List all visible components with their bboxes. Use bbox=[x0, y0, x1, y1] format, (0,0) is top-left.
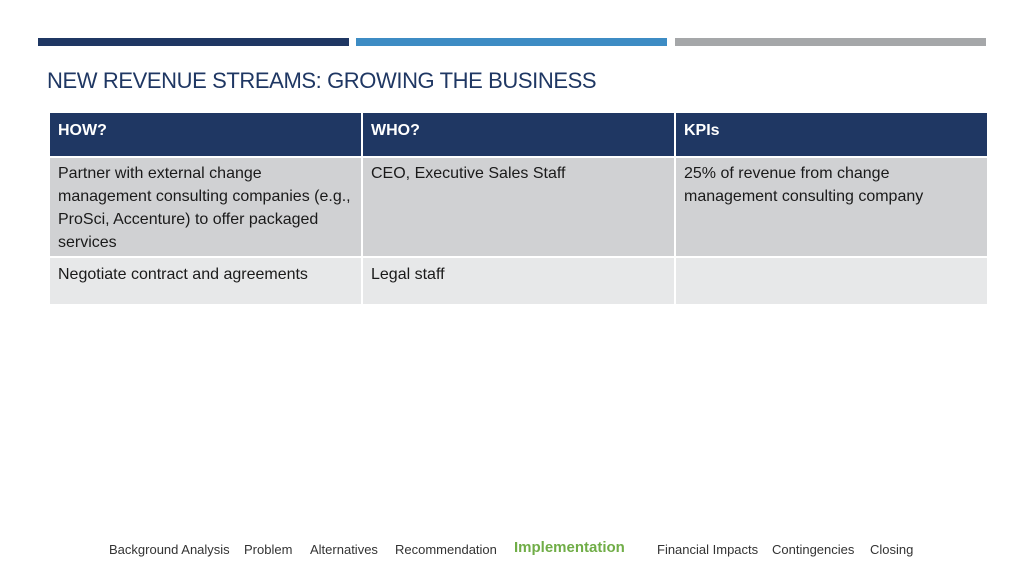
table-header-row: HOW? WHO? KPIs bbox=[48, 111, 989, 158]
nav-closing[interactable]: Closing bbox=[870, 542, 914, 557]
nav-contingencies[interactable]: Contingencies bbox=[772, 542, 855, 557]
nav-implementation[interactable]: Implementation bbox=[514, 539, 625, 556]
nav-background-analysis[interactable]: Background Analysis bbox=[109, 542, 230, 557]
nav-recommendation[interactable]: Recommendation bbox=[395, 542, 497, 557]
cell-how: Negotiate contract and agreements bbox=[48, 256, 363, 306]
cell-how: Partner with external change management … bbox=[48, 156, 363, 258]
nav-alternatives[interactable]: Alternatives bbox=[310, 542, 378, 557]
section-nav: Background Analysis Problem Alternatives… bbox=[0, 539, 1024, 561]
table-row: Partner with external change management … bbox=[48, 156, 989, 258]
header-who: WHO? bbox=[361, 111, 676, 158]
cell-kpis bbox=[674, 256, 989, 306]
accent-bar-blue bbox=[356, 38, 667, 46]
nav-problem[interactable]: Problem bbox=[244, 542, 293, 557]
accent-bar-navy bbox=[38, 38, 349, 46]
header-kpis: KPIs bbox=[674, 111, 989, 158]
accent-bar-gray bbox=[675, 38, 986, 46]
header-how: HOW? bbox=[48, 111, 363, 158]
cell-who: Legal staff bbox=[361, 256, 676, 306]
slide-title: NEW REVENUE STREAMS: GROWING THE BUSINES… bbox=[47, 68, 597, 93]
nav-financial-impacts[interactable]: Financial Impacts bbox=[657, 542, 759, 557]
table-row: Negotiate contract and agreements Legal … bbox=[48, 256, 989, 306]
revenue-streams-table: HOW? WHO? KPIs Partner with external cha… bbox=[48, 111, 989, 306]
cell-kpis: 25% of revenue from change management co… bbox=[674, 156, 989, 258]
cell-who: CEO, Executive Sales Staff bbox=[361, 156, 676, 258]
